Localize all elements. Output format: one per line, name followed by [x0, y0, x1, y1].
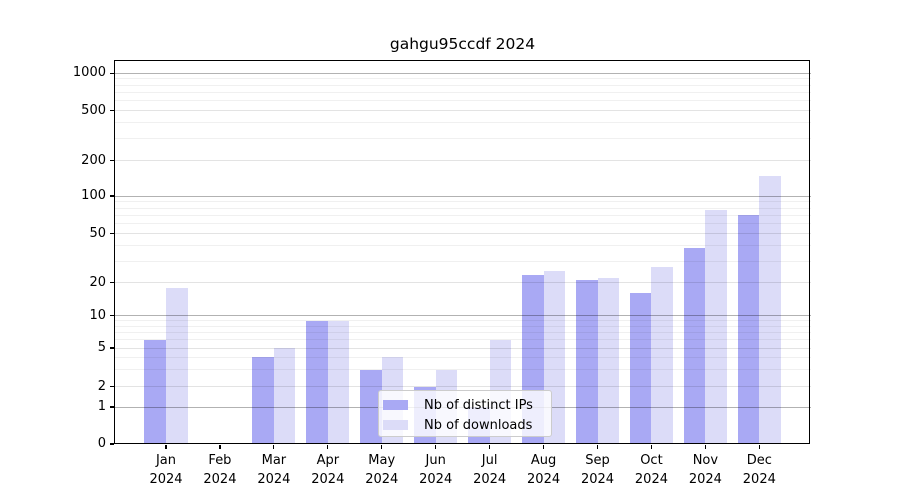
legend-swatch-distinct-ips-icon	[383, 400, 408, 410]
legend: Nb of distinct IPs Nb of downloads	[378, 390, 552, 437]
legend-label-downloads: Nb of downloads	[424, 417, 533, 433]
bar-distinct-ips	[737, 215, 760, 444]
bar-distinct-ips	[683, 248, 706, 444]
bar-downloads	[273, 348, 296, 444]
bar-downloads	[759, 176, 781, 444]
bar-downloads	[597, 277, 620, 444]
chart-title: gahgu95ccdf 2024	[389, 35, 536, 53]
bar-distinct-ips	[360, 369, 382, 444]
bar-distinct-ips	[629, 293, 652, 444]
legend-label-distinct-ips: Nb of distinct IPs	[424, 397, 533, 413]
legend-row-downloads: Nb of downloads	[383, 415, 551, 435]
bar-distinct-ips	[144, 339, 166, 444]
bar-downloads	[327, 320, 350, 444]
bar-downloads	[651, 266, 674, 444]
bar-distinct-ips	[252, 357, 274, 444]
bar-downloads	[705, 209, 727, 444]
bar-distinct-ips	[306, 320, 328, 444]
bar-distinct-ips	[575, 280, 598, 444]
legend-swatch-downloads-icon	[383, 420, 408, 430]
bar-downloads	[166, 287, 188, 444]
legend-row-distinct-ips: Nb of distinct IPs	[383, 395, 551, 415]
